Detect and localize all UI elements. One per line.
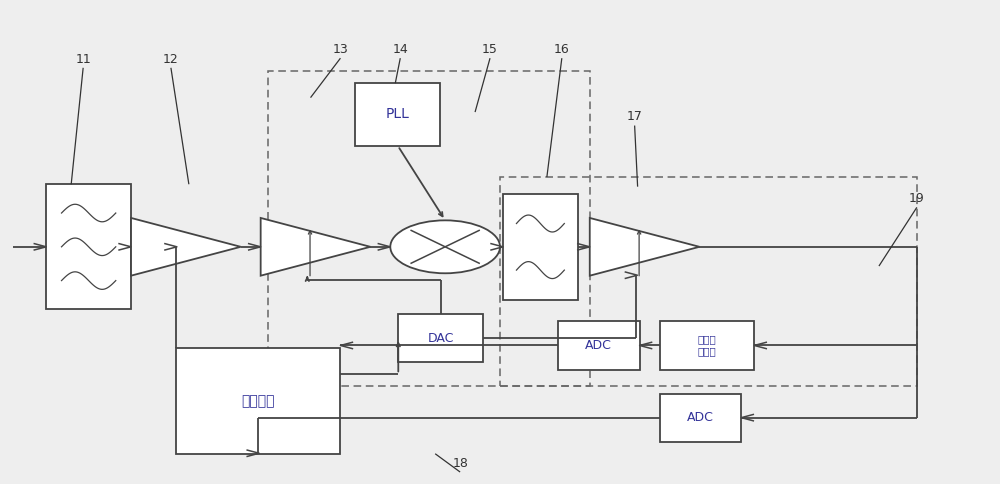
Bar — [500, 177, 917, 386]
Bar — [355, 83, 440, 146]
Text: 功率检
测模块: 功率检 测模块 — [698, 334, 716, 356]
Polygon shape — [261, 218, 370, 276]
Text: DAC: DAC — [427, 332, 454, 345]
Text: 12: 12 — [163, 53, 179, 66]
Text: PLL: PLL — [386, 107, 410, 121]
Text: 14: 14 — [392, 43, 408, 56]
Bar — [268, 71, 590, 386]
Bar — [176, 348, 340, 454]
Bar — [398, 314, 483, 363]
Text: 17: 17 — [627, 110, 643, 123]
Text: 13: 13 — [333, 43, 348, 56]
Text: 控制模块: 控制模块 — [241, 394, 275, 408]
Text: 19: 19 — [909, 192, 925, 205]
Circle shape — [390, 220, 500, 273]
Bar — [558, 321, 640, 369]
Bar — [660, 393, 741, 442]
Text: ADC: ADC — [585, 339, 612, 352]
Polygon shape — [590, 218, 699, 276]
Text: 18: 18 — [452, 457, 468, 470]
Bar — [46, 184, 131, 309]
Polygon shape — [131, 218, 241, 276]
Text: 11: 11 — [75, 53, 91, 66]
Bar — [503, 194, 578, 300]
Bar — [660, 321, 754, 369]
Text: 16: 16 — [554, 43, 570, 56]
Text: ADC: ADC — [687, 411, 714, 424]
Text: 15: 15 — [482, 43, 498, 56]
